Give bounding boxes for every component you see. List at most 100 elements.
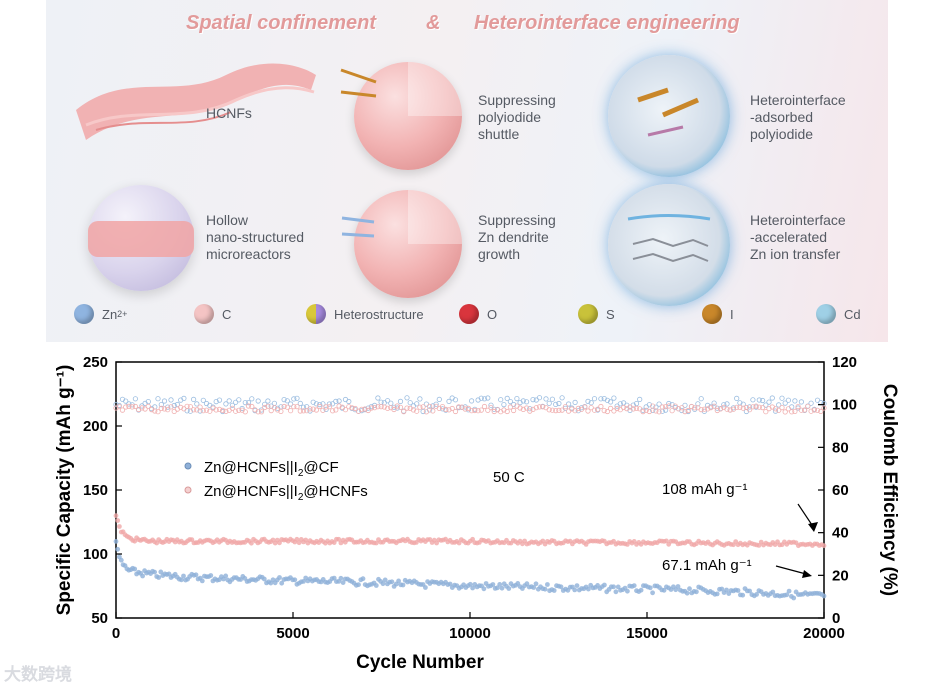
y-axis-label: Specific Capacity (mAh g⁻¹) bbox=[54, 365, 75, 616]
ce-point bbox=[481, 396, 488, 402]
ce-point bbox=[404, 395, 410, 401]
ce-point bbox=[575, 408, 581, 414]
ce-point bbox=[795, 403, 801, 410]
ce-point bbox=[417, 396, 423, 402]
watermark: 大数跨境 bbox=[4, 665, 72, 684]
capacity-point bbox=[784, 592, 790, 598]
ce-point bbox=[643, 407, 649, 413]
annotation-67-arrowhead bbox=[802, 570, 812, 578]
ce-point bbox=[397, 398, 404, 405]
c-ball-icon bbox=[194, 304, 214, 324]
ce-point bbox=[287, 408, 294, 414]
capacity-point bbox=[389, 579, 395, 585]
label-hcnfs: HCNFs bbox=[206, 105, 252, 121]
ce-point bbox=[126, 403, 132, 410]
ce-point bbox=[759, 397, 766, 404]
zn-ball-icon bbox=[74, 304, 94, 324]
ce-point bbox=[507, 404, 513, 410]
zinc-ion-arrows-icon bbox=[341, 216, 375, 238]
ce-point bbox=[126, 401, 132, 407]
capacity-point bbox=[650, 590, 655, 596]
ce-point bbox=[672, 404, 678, 411]
capacity-point bbox=[694, 589, 699, 595]
ce-point bbox=[320, 401, 326, 407]
legend-s-label: S bbox=[606, 306, 615, 322]
capacity-point bbox=[687, 586, 692, 592]
ce-point bbox=[423, 409, 429, 415]
legend-heterostructure: Heterostructure bbox=[306, 304, 424, 324]
y2-tick-label: 40 bbox=[832, 525, 849, 542]
ce-point bbox=[637, 406, 643, 412]
ce-point bbox=[759, 404, 766, 411]
ce-point bbox=[158, 401, 164, 408]
capacity-point bbox=[533, 581, 539, 587]
ce-point bbox=[333, 398, 339, 405]
capacity-point bbox=[166, 571, 172, 577]
x-axis-label: Cycle Number bbox=[356, 652, 484, 673]
ce-point bbox=[507, 398, 513, 405]
ce-point bbox=[145, 398, 151, 405]
ce-point bbox=[391, 404, 397, 410]
ce-point bbox=[178, 404, 184, 411]
ce-point bbox=[320, 407, 326, 413]
ce-point bbox=[346, 398, 352, 405]
ce-point bbox=[798, 399, 805, 405]
ce-point bbox=[394, 403, 400, 409]
ce-point bbox=[236, 397, 242, 403]
ce-point bbox=[452, 408, 459, 415]
ce-point bbox=[313, 401, 319, 407]
ce-point bbox=[517, 405, 523, 411]
title-heterointerface-engineering: Heterointerface engineering bbox=[474, 12, 740, 34]
ce-point bbox=[607, 399, 614, 405]
ce-point bbox=[375, 404, 381, 410]
ce-point bbox=[740, 401, 746, 407]
legend-c-label: C bbox=[222, 306, 232, 322]
ce-point bbox=[194, 407, 200, 413]
ce-point bbox=[556, 400, 562, 407]
hcnf-fiber-illustration bbox=[76, 63, 316, 140]
ce-point bbox=[750, 404, 756, 410]
ce-point bbox=[523, 405, 530, 411]
ce-point bbox=[756, 404, 762, 410]
ce-point bbox=[772, 406, 779, 412]
hollow-microreactor-sphere bbox=[88, 185, 194, 291]
ce-point bbox=[746, 404, 753, 410]
x-tick-label: 15000 bbox=[626, 625, 668, 642]
ce-point bbox=[772, 408, 779, 414]
ce-point bbox=[249, 403, 255, 410]
ce-point bbox=[485, 395, 491, 401]
ce-point bbox=[213, 407, 219, 413]
ce-point bbox=[666, 403, 672, 409]
legend-zn-charge: 2+ bbox=[117, 309, 128, 319]
capacity-point bbox=[574, 583, 580, 588]
capacity-point bbox=[456, 540, 462, 546]
capacity-point bbox=[336, 536, 342, 542]
ce-point bbox=[113, 405, 119, 411]
ce-point bbox=[553, 408, 559, 414]
legend-o: O bbox=[459, 304, 497, 324]
ce-point bbox=[792, 398, 798, 404]
ce-point bbox=[462, 404, 468, 410]
ce-point bbox=[462, 406, 468, 412]
capacity-point bbox=[551, 588, 557, 593]
ce-point bbox=[501, 407, 507, 413]
ce-point bbox=[704, 406, 711, 412]
ce-point bbox=[546, 400, 552, 406]
ce-point bbox=[565, 408, 572, 414]
ce-point bbox=[168, 397, 174, 403]
ce-point bbox=[675, 406, 682, 412]
capacity-point bbox=[747, 588, 752, 594]
x-tick-label: 5000 bbox=[276, 625, 309, 642]
ce-point bbox=[123, 398, 129, 404]
legend-label-hcnfs: Zn@HCNFs||I2@HCNFs bbox=[204, 483, 368, 503]
capacity-point bbox=[481, 586, 487, 592]
capacity-point bbox=[301, 579, 306, 584]
ce-point bbox=[717, 406, 724, 412]
ce-point bbox=[249, 396, 255, 402]
ce-point bbox=[776, 402, 782, 408]
y-tick-label: 150 bbox=[83, 482, 108, 499]
capacity-point bbox=[786, 588, 792, 594]
ce-point bbox=[119, 407, 126, 413]
label-suppressing-shuttle: Suppressing polyiodide shuttle bbox=[478, 92, 556, 142]
ce-point bbox=[446, 407, 452, 413]
